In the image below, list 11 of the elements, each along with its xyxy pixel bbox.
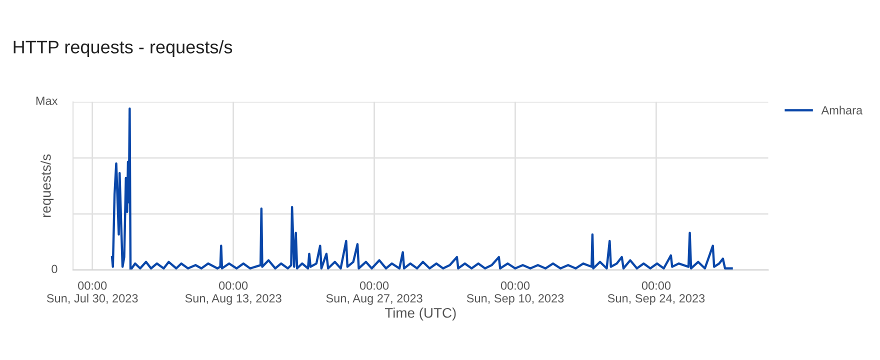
x-tick-label: 00:00 Sun, Aug 13, 2023 [185,281,282,305]
legend-label: Amhara [821,106,863,114]
text: 0 [52,264,58,274]
x-tick-label: 00:00 Sun, Aug 27, 2023 [326,281,422,305]
x-tick-label: 00:00 Sun, Jul 30, 2023 [46,281,138,304]
text: Max [36,96,58,106]
y-axis-title: requests/s [40,154,54,218]
chart-title: HTTP requests - requests/s [14,40,232,58]
x-tick-label: 00:00 Sun, Sep 24, 2023 [608,281,705,305]
x-axis-title: Time (UTC) [384,308,456,321]
x-tick-label: 00:00 Sun, Sep 10, 2023 [466,281,564,305]
